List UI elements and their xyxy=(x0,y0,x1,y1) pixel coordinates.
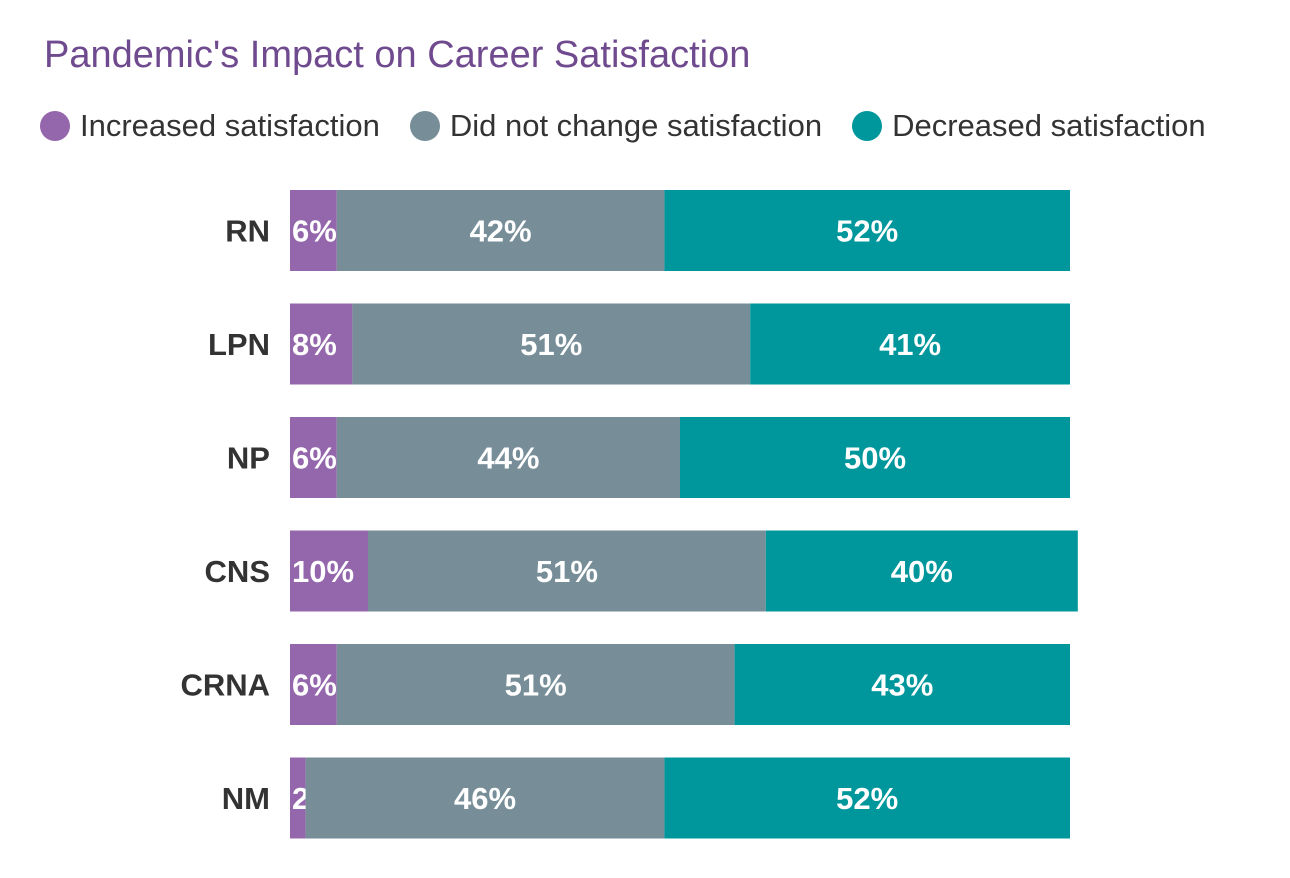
chart-title: Pandemic's Impact on Career Satisfaction xyxy=(44,34,751,76)
bar-segment xyxy=(734,644,1070,725)
legend: Increased satisfaction Did not change sa… xyxy=(40,108,1236,144)
data-label: 51% xyxy=(520,327,582,362)
data-label: 52% xyxy=(836,214,898,249)
category-label: CNS xyxy=(205,554,270,589)
bar-segment xyxy=(290,757,306,839)
bar-segment xyxy=(750,303,1070,385)
bar-segment xyxy=(305,757,665,839)
bar-segment xyxy=(664,757,1070,839)
legend-item-decreased: Decreased satisfaction xyxy=(852,108,1206,144)
legend-item-no-change: Did not change satisfaction xyxy=(409,108,823,144)
bar-segment xyxy=(765,530,1078,612)
category-label: NM xyxy=(222,781,270,816)
data-label: 51% xyxy=(505,668,567,703)
data-label: 41% xyxy=(879,327,941,362)
data-label: 42% xyxy=(470,214,532,249)
data-label: 8% xyxy=(292,327,337,362)
bar-segment xyxy=(290,303,353,385)
data-label: 40% xyxy=(891,554,953,589)
data-label: 50% xyxy=(844,441,906,476)
bar-segment xyxy=(368,530,766,612)
legend-label: Increased satisfaction xyxy=(80,108,380,143)
legend-swatch xyxy=(40,111,70,141)
bar-segment xyxy=(336,417,680,498)
bar-segment xyxy=(290,644,337,725)
data-label: 51% xyxy=(536,554,598,589)
bar-segment xyxy=(290,417,337,498)
data-label: 46% xyxy=(454,781,516,816)
data-label: 6% xyxy=(292,214,337,249)
data-label: 6% xyxy=(292,668,337,703)
data-label: 10% xyxy=(292,554,354,589)
data-label: 52% xyxy=(836,781,898,816)
legend-label: Did not change satisfaction xyxy=(449,108,823,143)
bar-segment xyxy=(352,303,751,385)
category-label: RN xyxy=(225,214,270,249)
legend-swatch xyxy=(409,111,440,141)
bar-segment xyxy=(680,417,1070,498)
legend-swatch xyxy=(852,111,883,141)
bar-segment xyxy=(336,190,665,271)
category-label: NP xyxy=(227,441,270,476)
data-label: 44% xyxy=(477,441,539,476)
legend-item-increased: Increased satisfaction xyxy=(40,108,380,144)
bar-segment xyxy=(290,190,337,271)
legend-label: Decreased satisfaction xyxy=(892,108,1206,143)
data-label: 6% xyxy=(292,441,337,476)
category-label: LPN xyxy=(208,327,270,362)
bar-segment xyxy=(664,190,1070,271)
category-label: CRNA xyxy=(180,668,270,703)
bar-segment xyxy=(290,530,368,612)
data-label: 43% xyxy=(871,668,933,703)
bar-segment xyxy=(336,644,735,725)
